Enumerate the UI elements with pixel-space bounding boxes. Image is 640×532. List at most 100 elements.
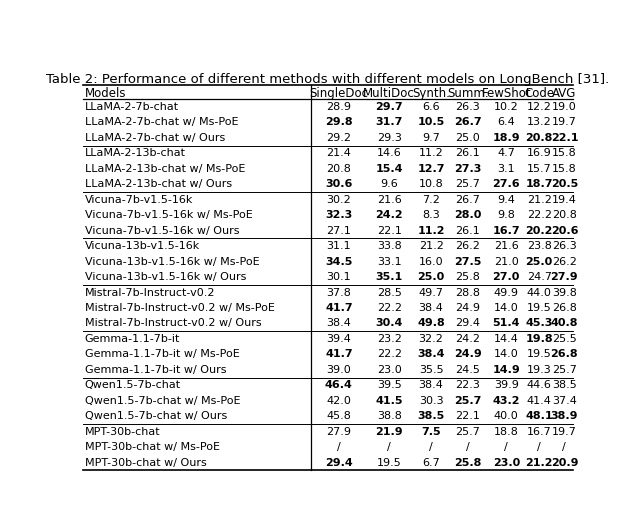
Text: 26.2: 26.2 xyxy=(552,256,577,267)
Text: 12.7: 12.7 xyxy=(417,164,445,174)
Text: 19.5: 19.5 xyxy=(527,350,552,360)
Text: 26.8: 26.8 xyxy=(550,350,578,360)
Text: 10.5: 10.5 xyxy=(417,118,445,128)
Text: 6.4: 6.4 xyxy=(497,118,515,128)
Text: 20.8: 20.8 xyxy=(326,164,351,174)
Text: 8.3: 8.3 xyxy=(422,210,440,220)
Text: 15.8: 15.8 xyxy=(552,148,577,159)
Text: 7.5: 7.5 xyxy=(421,427,441,437)
Text: Vicuna-13b-v1.5-16k: Vicuna-13b-v1.5-16k xyxy=(84,241,200,251)
Text: 28.9: 28.9 xyxy=(326,102,351,112)
Text: 27.9: 27.9 xyxy=(326,427,351,437)
Text: 26.7: 26.7 xyxy=(454,118,482,128)
Text: 38.4: 38.4 xyxy=(419,303,444,313)
Text: FewShot: FewShot xyxy=(481,87,531,99)
Text: 22.1: 22.1 xyxy=(377,226,402,236)
Text: 4.7: 4.7 xyxy=(497,148,515,159)
Text: Vicuna-13b-v1.5-16k w/ Ours: Vicuna-13b-v1.5-16k w/ Ours xyxy=(84,272,246,282)
Text: Synth.: Synth. xyxy=(412,87,450,99)
Text: MPT-30b-chat w/ Ours: MPT-30b-chat w/ Ours xyxy=(84,458,206,468)
Text: 9.4: 9.4 xyxy=(497,195,515,205)
Text: 25.0: 25.0 xyxy=(525,256,553,267)
Text: 21.0: 21.0 xyxy=(494,256,518,267)
Text: 21.2: 21.2 xyxy=(527,195,552,205)
Text: 45.3: 45.3 xyxy=(525,319,553,328)
Text: 28.5: 28.5 xyxy=(377,288,402,297)
Text: 18.7: 18.7 xyxy=(525,179,553,189)
Text: 30.3: 30.3 xyxy=(419,396,444,406)
Text: LLaMA-2-13b-chat: LLaMA-2-13b-chat xyxy=(84,148,186,159)
Text: 24.5: 24.5 xyxy=(456,365,481,375)
Text: 40.0: 40.0 xyxy=(494,411,518,421)
Text: 33.1: 33.1 xyxy=(377,256,401,267)
Text: Mistral-7b-Instruct-v0.2 w/ Ms-PoE: Mistral-7b-Instruct-v0.2 w/ Ms-PoE xyxy=(84,303,275,313)
Text: 19.7: 19.7 xyxy=(552,118,577,128)
Text: 21.6: 21.6 xyxy=(494,241,518,251)
Text: 23.0: 23.0 xyxy=(377,365,402,375)
Text: 15.8: 15.8 xyxy=(552,164,577,174)
Text: 34.5: 34.5 xyxy=(325,256,353,267)
Text: 22.1: 22.1 xyxy=(550,133,578,143)
Text: 16.7: 16.7 xyxy=(492,226,520,236)
Text: 19.5: 19.5 xyxy=(527,303,552,313)
Text: 24.2: 24.2 xyxy=(376,210,403,220)
Text: 37.8: 37.8 xyxy=(326,288,351,297)
Text: 28.0: 28.0 xyxy=(454,210,481,220)
Text: Summ.: Summ. xyxy=(447,87,489,99)
Text: 39.4: 39.4 xyxy=(326,334,351,344)
Text: 41.4: 41.4 xyxy=(527,396,552,406)
Text: 23.0: 23.0 xyxy=(493,458,520,468)
Text: 25.7: 25.7 xyxy=(456,179,481,189)
Text: 26.1: 26.1 xyxy=(456,148,480,159)
Text: 45.8: 45.8 xyxy=(326,411,351,421)
Text: 22.2: 22.2 xyxy=(377,303,402,313)
Text: Gemma-1.1-7b-it w/ Ours: Gemma-1.1-7b-it w/ Ours xyxy=(84,365,226,375)
Text: 15.4: 15.4 xyxy=(376,164,403,174)
Text: 10.8: 10.8 xyxy=(419,179,444,189)
Text: 31.1: 31.1 xyxy=(326,241,351,251)
Text: Mistral-7b-Instruct-v0.2 w/ Ours: Mistral-7b-Instruct-v0.2 w/ Ours xyxy=(84,319,261,328)
Text: LLaMA-2-13b-chat w/ Ms-PoE: LLaMA-2-13b-chat w/ Ms-PoE xyxy=(84,164,245,174)
Text: 11.2: 11.2 xyxy=(417,226,445,236)
Text: 14.0: 14.0 xyxy=(494,303,518,313)
Text: 29.2: 29.2 xyxy=(326,133,351,143)
Text: Mistral-7b-Instruct-v0.2: Mistral-7b-Instruct-v0.2 xyxy=(84,288,215,297)
Text: 19.4: 19.4 xyxy=(552,195,577,205)
Text: 27.6: 27.6 xyxy=(492,179,520,189)
Text: 46.4: 46.4 xyxy=(325,380,353,390)
Text: 29.3: 29.3 xyxy=(377,133,402,143)
Text: 16.0: 16.0 xyxy=(419,256,444,267)
Text: 21.2: 21.2 xyxy=(419,241,444,251)
Text: 27.9: 27.9 xyxy=(550,272,578,282)
Text: 38.8: 38.8 xyxy=(377,411,402,421)
Text: 24.7: 24.7 xyxy=(527,272,552,282)
Text: 20.6: 20.6 xyxy=(550,226,578,236)
Text: LLaMA-2-7b-chat: LLaMA-2-7b-chat xyxy=(84,102,179,112)
Text: 20.8: 20.8 xyxy=(552,210,577,220)
Text: 16.7: 16.7 xyxy=(527,427,552,437)
Text: 25.0: 25.0 xyxy=(417,272,445,282)
Text: 27.5: 27.5 xyxy=(454,256,481,267)
Text: 39.0: 39.0 xyxy=(326,365,351,375)
Text: 30.2: 30.2 xyxy=(326,195,351,205)
Text: 24.9: 24.9 xyxy=(454,350,482,360)
Text: 29.4: 29.4 xyxy=(456,319,481,328)
Text: 19.8: 19.8 xyxy=(525,334,553,344)
Text: 49.8: 49.8 xyxy=(417,319,445,328)
Text: 42.0: 42.0 xyxy=(326,396,351,406)
Text: 38.9: 38.9 xyxy=(550,411,578,421)
Text: 6.7: 6.7 xyxy=(422,458,440,468)
Text: Vicuna-7b-v1.5-16k: Vicuna-7b-v1.5-16k xyxy=(84,195,193,205)
Text: 19.5: 19.5 xyxy=(377,458,402,468)
Text: 25.0: 25.0 xyxy=(456,133,480,143)
Text: Vicuna-13b-v1.5-16k w/ Ms-PoE: Vicuna-13b-v1.5-16k w/ Ms-PoE xyxy=(84,256,259,267)
Text: 26.1: 26.1 xyxy=(456,226,480,236)
Text: 38.4: 38.4 xyxy=(417,350,445,360)
Text: 41.7: 41.7 xyxy=(325,303,353,313)
Text: 31.7: 31.7 xyxy=(376,118,403,128)
Text: 21.9: 21.9 xyxy=(376,427,403,437)
Text: 18.8: 18.8 xyxy=(494,427,518,437)
Text: 30.1: 30.1 xyxy=(326,272,351,282)
Text: Vicuna-7b-v1.5-16k w/ Ours: Vicuna-7b-v1.5-16k w/ Ours xyxy=(84,226,239,236)
Text: 23.8: 23.8 xyxy=(527,241,552,251)
